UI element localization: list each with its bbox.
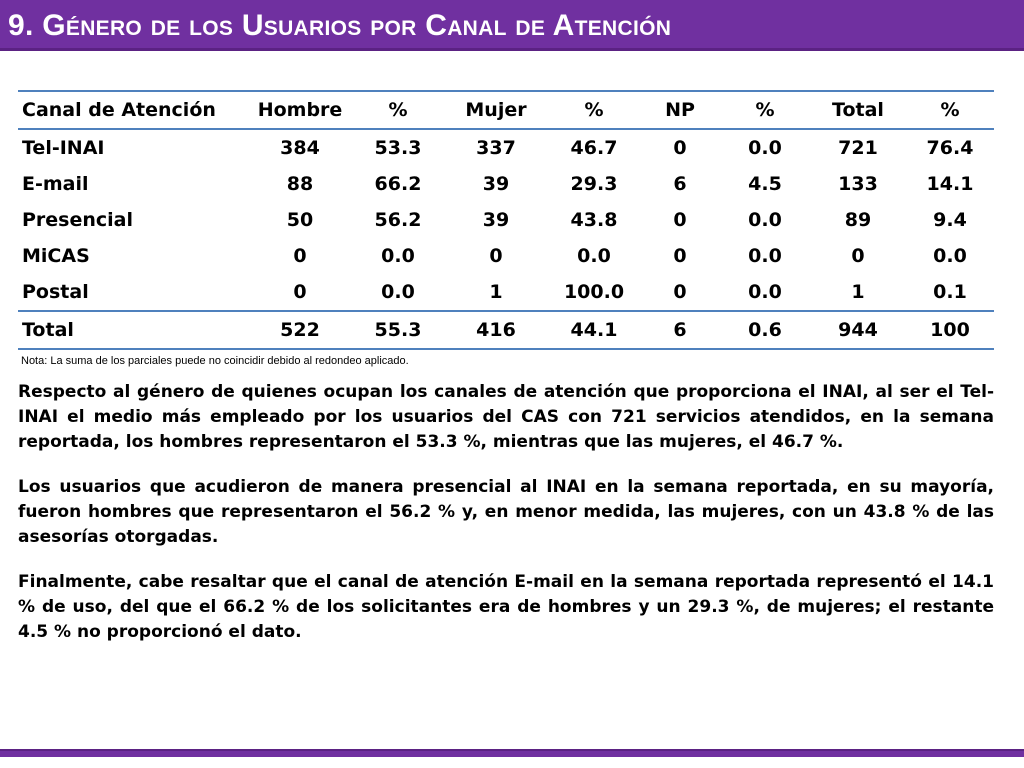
cell: 0 (673, 209, 687, 231)
header-total-pct: % (906, 90, 994, 130)
table-row: MiCAS 0 0.0 0 0.0 0 0.0 0 0.0 (18, 238, 994, 274)
cell: 43.8 (570, 209, 618, 231)
cell: 0 (293, 245, 307, 267)
title-bar-accent (0, 48, 1024, 51)
total-cell: 0.6 (720, 310, 810, 350)
total-cell: 6 (640, 310, 720, 350)
header-np: NP (640, 90, 720, 130)
cell: 0.0 (748, 137, 782, 159)
cell: 14.1 (926, 173, 974, 195)
cell: 89 (844, 209, 872, 231)
cell: 1 (851, 281, 865, 303)
title-bar: 9. Género de los Usuarios por Canal de A… (0, 0, 1024, 51)
cell: 100.0 (563, 281, 625, 303)
cell: 721 (838, 137, 878, 159)
total-cell: 44.1 (548, 310, 640, 350)
header-canal: Canal de Atención (18, 90, 248, 130)
cell: 56.2 (374, 209, 422, 231)
paragraph: Los usuarios que acudieron de manera pre… (18, 477, 994, 547)
cell: 46.7 (570, 137, 618, 159)
header-mujer: Mujer (444, 90, 548, 130)
cell: 0 (673, 137, 687, 159)
body-text: Respecto al género de quienes ocupan los… (18, 380, 994, 665)
cell: 0 (673, 245, 687, 267)
total-cell: 100 (906, 310, 994, 350)
cell: 0 (673, 281, 687, 303)
table-header-row: Canal de Atención Hombre % Mujer % NP % … (18, 90, 994, 130)
cell: Postal (22, 281, 89, 303)
cell: 9.4 (933, 209, 967, 231)
cell: 0.0 (577, 245, 611, 267)
data-table-section: Canal de Atención Hombre % Mujer % NP % … (18, 90, 994, 367)
cell: 0.0 (933, 245, 967, 267)
cell: 384 (280, 137, 320, 159)
total-cell: 522 (248, 310, 352, 350)
cell: 50 (286, 209, 314, 231)
cell: 0.0 (381, 281, 415, 303)
cell: 76.4 (926, 137, 974, 159)
cell: 88 (286, 173, 314, 195)
cell: 1 (489, 281, 503, 303)
table-row: E-mail 88 66.2 39 29.3 6 4.5 133 14.1 (18, 166, 994, 202)
total-cell: 944 (810, 310, 906, 350)
header-np-pct: % (720, 90, 810, 130)
cell: 0 (293, 281, 307, 303)
table-total-row: Total 522 55.3 416 44.1 6 0.6 944 100 (18, 310, 994, 350)
table-row: Presencial 50 56.2 39 43.8 0 0.0 89 9.4 (18, 202, 994, 238)
cell: 0.0 (748, 281, 782, 303)
cell: Tel-INAI (22, 137, 105, 159)
cell: MiCAS (22, 245, 90, 267)
total-cell: Total (18, 310, 248, 350)
table-note: Nota: La suma de los parciales puede no … (21, 355, 409, 367)
cell: 0.0 (748, 209, 782, 231)
header-hombre-pct: % (352, 90, 444, 130)
cell: 0.1 (933, 281, 967, 303)
paragraph: Finalmente, cabe resaltar que el canal d… (18, 572, 994, 642)
bottom-bar-line (0, 749, 1024, 751)
cell: 53.3 (374, 137, 422, 159)
cell: 337 (476, 137, 516, 159)
paragraph: Respecto al género de quienes ocupan los… (18, 382, 994, 452)
cell: 133 (838, 173, 878, 195)
cell: 0.0 (381, 245, 415, 267)
cell: 0 (851, 245, 865, 267)
cell: Presencial (22, 209, 134, 231)
cell: 6 (673, 173, 687, 195)
header-total: Total (810, 90, 906, 130)
cell: E-mail (22, 173, 89, 195)
cell: 39 (482, 173, 510, 195)
table-row: Tel-INAI 384 53.3 337 46.7 0 0.0 721 76.… (18, 129, 994, 166)
page-title: 9. Género de los Usuarios por Canal de A… (8, 9, 672, 42)
bottom-bar (0, 749, 1024, 757)
table-row: Postal 0 0.0 1 100.0 0 0.0 1 0.1 (18, 274, 994, 311)
cell: 39 (482, 209, 510, 231)
cell: 66.2 (374, 173, 422, 195)
header-mujer-pct: % (548, 90, 640, 130)
header-hombre: Hombre (248, 90, 352, 130)
cell: 0.0 (748, 245, 782, 267)
total-cell: 55.3 (352, 310, 444, 350)
cell: 0 (489, 245, 503, 267)
cell: 29.3 (570, 173, 618, 195)
data-table: Canal de Atención Hombre % Mujer % NP % … (18, 90, 994, 350)
cell: 4.5 (748, 173, 782, 195)
total-cell: 416 (444, 310, 548, 350)
